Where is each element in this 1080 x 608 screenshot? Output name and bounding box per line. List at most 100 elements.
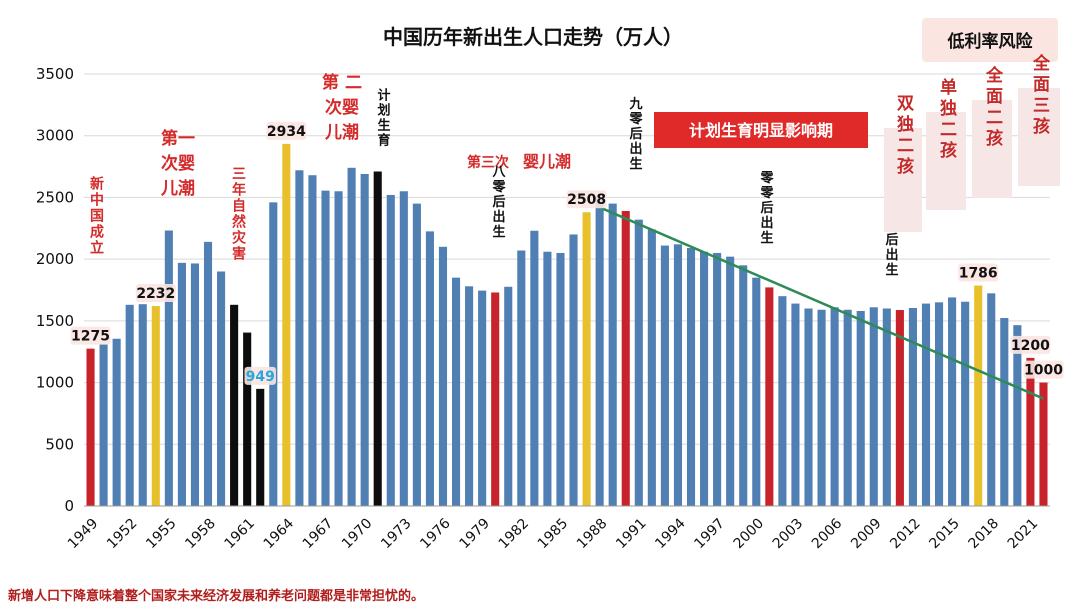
bar-1967 [321,190,330,506]
bar-2005 [817,309,826,506]
y-tick-label: 2500 [36,188,74,206]
value-label-bg [70,326,111,345]
bar-2014 [934,302,944,506]
post80-text: 八零后出生 [490,165,507,240]
x-tick-label: 2009 [848,516,885,553]
bar-2009 [869,307,878,506]
second-boom-3: 儿潮 [324,122,359,143]
disaster-text: 三年自然灾害 [230,166,246,262]
bar-1972 [386,194,395,506]
bar-2003 [791,303,800,506]
bar-1973 [399,191,408,506]
value-label-bg [135,284,176,303]
bar-1990 [621,211,630,506]
bar-1991 [634,219,643,506]
bar-1979 [478,290,487,506]
bar-1986 [569,234,578,506]
x-tick-label: 1994 [652,515,689,552]
annotation-disaster: 三年自然灾害 [230,166,246,262]
bar-1961 [243,332,252,506]
bar-2013 [921,303,931,506]
bar-1999 [739,265,748,506]
bar-1959 [217,271,226,506]
banner-box [654,112,868,148]
bar-2016 [961,301,970,506]
bar-1965 [295,170,304,506]
policy3-box [972,100,1012,198]
bar-1953 [138,304,147,506]
bar-1952 [125,304,134,506]
third-boom-1: 第三次 [467,154,509,171]
bar-2001 [765,287,774,506]
bar-1971 [373,171,382,506]
value-label-2017: 1786 [959,266,998,282]
y-tick-label: 500 [45,435,74,453]
bar-1978 [465,286,474,506]
policy1-text: 双独二孩 [893,94,914,178]
bar-1966 [308,175,317,506]
bar-2020 [1013,325,1022,506]
bar-1981 [504,286,513,506]
bar-2000 [752,277,761,506]
bar-1982 [517,250,526,506]
bar-1950 [99,344,108,506]
y-tick-label: 3500 [36,65,74,83]
x-tick-label: 2000 [731,516,768,553]
bar-1977 [451,277,461,506]
bar-2021 [1026,357,1035,506]
bar-1995 [686,248,696,506]
bar-2019 [1000,318,1009,506]
value-label-bg [958,263,999,282]
value-label-1962: 949 [246,369,275,385]
bar-1975 [425,231,434,506]
bar-1994 [673,244,683,506]
bar-2004 [804,308,813,506]
bar-1993 [660,245,669,506]
bar-1957 [190,263,200,506]
x-tick-label: 1970 [339,516,376,553]
x-tick-label: 2003 [770,516,807,553]
bar-1954 [151,306,160,506]
bar-1976 [438,246,448,507]
x-tick-label: 2021 [1005,516,1042,553]
annotation-founding: 新中国成立 [88,175,104,256]
bar-1968 [334,191,343,506]
value-label-bg [244,366,276,385]
policy1-box [884,128,922,232]
bar-1996 [700,251,709,506]
bar-1992 [647,229,656,506]
x-tick-label: 1997 [691,516,728,553]
bar-1956 [177,262,186,506]
corner-label-box [922,18,1058,62]
bar-1960 [230,304,239,506]
x-tick-label: 1985 [535,516,572,553]
x-tick-label: 1949 [65,516,102,553]
x-tick-label: 1982 [496,516,533,553]
x-tick-label: 1979 [456,516,493,553]
bar-2018 [987,293,996,506]
bar-1970 [360,173,369,506]
bar-1969 [347,167,356,506]
x-tick-label: 1988 [574,516,611,553]
annotation-first-boom: 第一 次婴 儿潮 [160,128,195,199]
value-label-2021: 1200 [1011,338,1050,354]
annotation-second-boom: 第 二 次婴 儿潮 [322,72,362,143]
bar-1997 [713,252,722,506]
first-boom-3: 儿潮 [160,178,195,199]
bar-1951 [112,338,121,506]
founding-text: 新中国成立 [88,175,104,256]
bar-1980 [491,292,500,506]
banner-text: 计划生育明显影响期 [689,121,833,140]
x-tick-label: 1964 [261,515,298,552]
post90-text: 九零后出生 [627,97,644,172]
bar-1963 [269,202,278,506]
bar-1985 [556,252,565,506]
x-tick-label: 2018 [966,516,1003,553]
trend-line [599,206,1044,400]
x-tick-label: 1991 [613,516,650,553]
annotation-third-boom: 第三次 婴儿潮 [467,152,571,171]
bar-1974 [412,203,421,506]
value-label-2022: 1000 [1024,363,1063,379]
bar-2002 [778,296,787,506]
